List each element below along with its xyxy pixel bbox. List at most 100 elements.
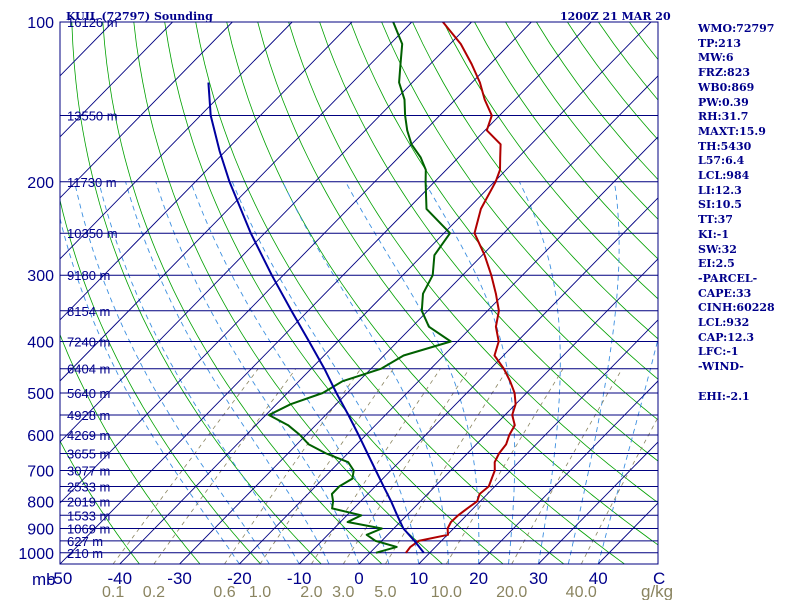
dry-adiabat-line [381, 22, 658, 380]
pressure-tick-label: 200 [27, 175, 54, 192]
moist-adiabat-line [424, 181, 516, 564]
height-label: 7240 m [67, 335, 110, 350]
height-label: 4928 m [67, 408, 110, 423]
pressure-unit-label: mb [32, 570, 56, 589]
index-item: EI:2.5 [698, 257, 735, 271]
mixing-ratio-tick-label: 0.1 [102, 584, 124, 600]
mixing-ratio-tick-label: 0.6 [213, 584, 235, 600]
mixing-ratio-tick-label: 10.0 [431, 584, 462, 600]
mixing-ratio-tick-label: 40.0 [566, 584, 597, 600]
dry-adiabat-line [60, 440, 140, 564]
moist-adiabat-line [98, 181, 300, 564]
index-item: L57:6.4 [698, 154, 745, 168]
index-item: WB0:869 [698, 80, 755, 94]
height-label: 3077 m [67, 464, 110, 479]
pressure-tick-label: 600 [27, 428, 54, 445]
isotherm-line [60, 22, 293, 260]
dry-adiabat-line [133, 22, 443, 564]
pressure-tick-label: 500 [27, 386, 54, 403]
isotherm-line [298, 197, 658, 564]
moist-adiabat-line [125, 181, 330, 564]
mixing-ratio-tick-label: 3.0 [332, 584, 354, 600]
mixing-ratio-tick-label: 2.0 [300, 584, 322, 600]
index-item: EHI:-2.1 [698, 389, 750, 403]
height-label: 210 m [67, 546, 103, 561]
temperature-tick-label: 40 [589, 569, 608, 588]
index-item: LCL:984 [698, 169, 750, 183]
index-item: PW:0.39 [698, 95, 749, 109]
pressure-tick-label: 100 [27, 15, 54, 32]
dry-adiabat-line [60, 198, 261, 564]
height-label: 3655 m [67, 446, 110, 461]
isotherm-line [60, 22, 532, 504]
mixing-ratio-tick-labels: 0.1 0.2 0.6 1.0 2.0 3.0 5.0 10.0 20.0 40.0 [102, 584, 597, 600]
isotherm-line [538, 441, 658, 564]
chart-time: 1200Z 21 MAR 20 [560, 10, 671, 23]
dry-adiabat-line [474, 22, 658, 260]
index-item: CAP:12.3 [698, 330, 755, 344]
temperature-tick-label: -50 [48, 569, 73, 588]
dry-adiabat-line [412, 22, 658, 340]
pressure-tick-label: 900 [27, 521, 54, 538]
chart-title: KUIL (72797) Sounding [66, 10, 213, 23]
isotherm-line [0, 22, 53, 564]
isotherm-line [239, 136, 658, 564]
temperature-tick-label: -30 [167, 569, 192, 588]
isotherm-line [179, 75, 658, 564]
isotherm-line [60, 22, 413, 382]
moist-adiabat-line [60, 216, 240, 564]
pressure-tick-label: 400 [27, 335, 54, 352]
index-item: TP:213 [698, 36, 742, 50]
isotherm-line [60, 22, 173, 138]
mixing-ratio-unit-label: g/kg [641, 582, 673, 600]
pressure-tick-label: 1000 [18, 546, 54, 563]
height-label: 1069 m [67, 521, 110, 536]
pressure-tick-labels: 100 200 300 400 500 600 700 800 900 1000 [18, 15, 54, 563]
height-label: 1533 m [67, 508, 110, 523]
parcel-profile [207, 82, 425, 554]
index-item: RH:31.7 [698, 110, 749, 124]
pressure-tick-label: 700 [27, 464, 54, 481]
index-item: WMO:72797 [698, 22, 775, 35]
pressure-tick-label: 800 [27, 494, 54, 511]
index-item: -PARCEL- [698, 271, 758, 285]
moist-adiabat-line [231, 181, 420, 564]
mixing-ratio-tick-label: 0.2 [143, 584, 165, 600]
height-label: 13550 m [67, 108, 118, 123]
temperature-tick-label: 10 [409, 569, 428, 588]
dewpoint-profile [267, 22, 452, 554]
index-item: KI:-1 [698, 227, 729, 241]
height-label: 6404 m [67, 362, 110, 377]
dry-adiabat-line [71, 22, 322, 564]
temperature-tick-label: -40 [108, 569, 133, 588]
index-item: SW:32 [698, 242, 737, 256]
isotherm-line [418, 319, 658, 564]
moist-adiabat-line [155, 181, 360, 564]
temperature-profile [405, 22, 517, 554]
isotherm-line [60, 22, 472, 443]
index-item: CAPE:33 [698, 286, 752, 300]
dry-adiabat-line [164, 22, 504, 564]
plot-frame [59, 21, 659, 565]
mixing-ratio-tick-label: 20.0 [496, 584, 527, 600]
temperature-tick-label: 0 [354, 569, 363, 588]
index-item: -WIND- [698, 360, 744, 374]
index-item: TH:5430 [698, 139, 752, 153]
moist-adiabat-line [282, 181, 450, 564]
isotherm-line [119, 22, 652, 564]
index-item: MAXT:15.9 [698, 124, 766, 138]
sounding-profiles [207, 22, 517, 554]
temperature-tick-label: -10 [287, 569, 312, 588]
height-label: 16126 m [67, 15, 118, 30]
isotherms [0, 22, 658, 564]
index-item: LFC:-1 [698, 345, 739, 359]
isotherm-line [60, 22, 353, 321]
temperature-tick-label: -20 [227, 569, 252, 588]
height-label: 9180 m [67, 268, 110, 283]
isotherm-line [60, 22, 592, 564]
isotherm-line [478, 380, 658, 564]
dry-adiabat-line [257, 22, 658, 546]
height-label: 4269 m [67, 428, 110, 443]
moist-adiabat-line [518, 181, 561, 564]
dry-adiabat-line [443, 22, 658, 300]
